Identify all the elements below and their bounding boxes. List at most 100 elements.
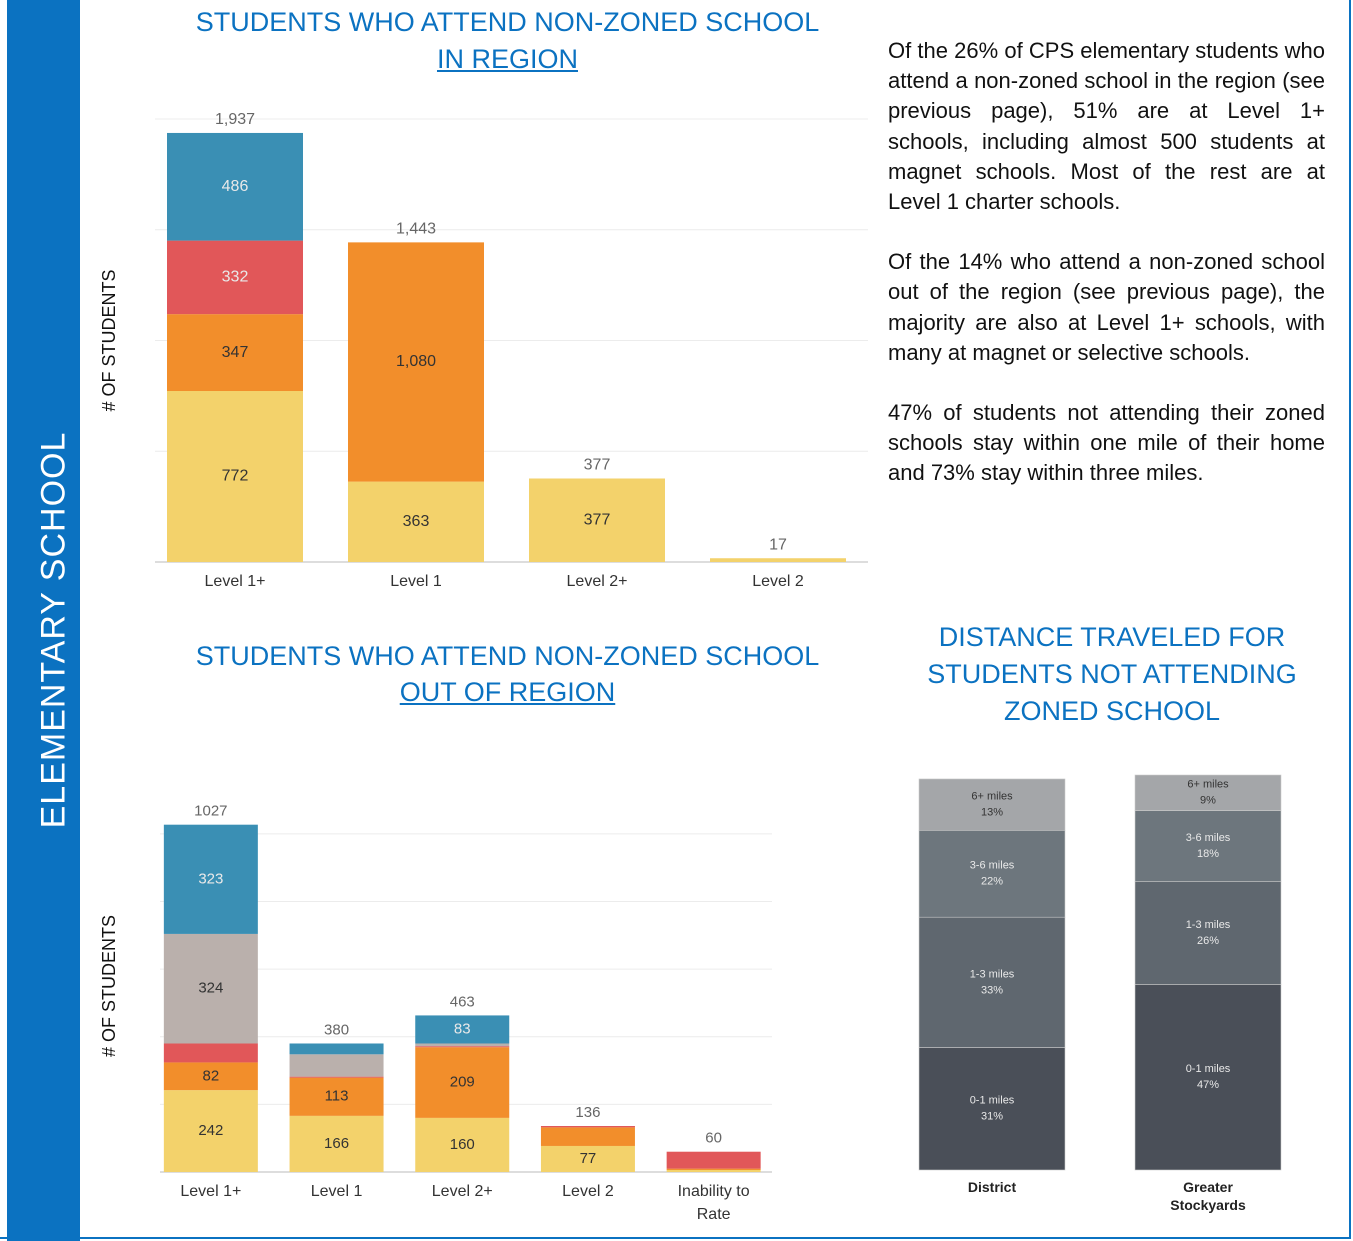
- total-label: 380: [324, 1021, 349, 1038]
- commentary: Of the 26% of CPS elementary students wh…: [888, 36, 1325, 519]
- bar-segment: [1134, 984, 1282, 1171]
- bar-segment: [540, 1126, 635, 1128]
- x-tick-label: Level 1+: [180, 1183, 242, 1200]
- x-tick-label: Level 2+: [566, 573, 628, 590]
- data-label: 22%: [981, 876, 1003, 888]
- data-label: 77: [580, 1150, 597, 1167]
- bar-segment: [289, 1077, 384, 1116]
- data-label: 13%: [981, 807, 1003, 819]
- paragraph: Of the 14% who attend a non-zoned school…: [888, 249, 1325, 365]
- chart-subtitle: OUT OF REGION: [399, 677, 616, 707]
- bar-segment: [918, 1047, 1066, 1171]
- bar-segment: [666, 1168, 761, 1170]
- bar-segment: [540, 1145, 635, 1172]
- bar-segment: [415, 1043, 510, 1047]
- total-label: 377: [584, 457, 611, 474]
- data-label: 772: [222, 468, 249, 485]
- total-label: 463: [450, 993, 475, 1010]
- data-label: 347: [222, 344, 249, 361]
- chart-title: STUDENTS WHO ATTEND NON-ZONED SCHOOL: [195, 7, 820, 37]
- data-label: 47%: [1197, 1079, 1219, 1091]
- chart-title: DISTANCE TRAVELED FOR STUDENTS NOT ATTEN…: [927, 622, 1297, 726]
- bar-segment: [289, 1054, 384, 1077]
- bar-segment: [289, 1115, 384, 1172]
- sidebar: ELEMENTARY SCHOOL: [7, 0, 80, 1241]
- data-label: 324: [198, 980, 223, 997]
- bar-segment: [666, 1169, 761, 1172]
- total-label: 1,937: [215, 111, 255, 128]
- data-label: 363: [403, 513, 430, 530]
- bar-segment: [918, 916, 1066, 1048]
- paragraph: Of the 26% of CPS elementary students wh…: [888, 38, 1325, 215]
- chart-subtitle: IN REGION: [436, 44, 578, 74]
- bar-segment: [1134, 774, 1282, 811]
- data-label: 209: [450, 1074, 475, 1091]
- segment-name: 1-3 miles: [970, 968, 1015, 980]
- data-label: 82: [203, 1067, 220, 1084]
- total-label: 1027: [194, 803, 227, 820]
- bar-segment: [167, 240, 303, 315]
- x-tick-label: District: [967, 1179, 1017, 1195]
- bar-segment: [163, 1043, 258, 1063]
- data-label: 1,080: [396, 353, 436, 370]
- bar-segment: [163, 824, 258, 934]
- data-label: 18%: [1197, 848, 1219, 860]
- x-tick-label: Greater Stockyards: [1170, 1179, 1246, 1213]
- bar-segment: [415, 1047, 510, 1118]
- bar-segment: [163, 933, 258, 1044]
- segment-name: 3-6 miles: [1186, 832, 1231, 844]
- bar-segment: [348, 242, 484, 482]
- data-label: 83: [454, 1020, 471, 1037]
- segment-name: 1-3 miles: [1186, 919, 1231, 931]
- paragraph: 47% of students not attending their zone…: [888, 400, 1325, 486]
- total-label: 136: [575, 1104, 600, 1121]
- total-label: 60: [705, 1130, 722, 1147]
- data-label: 31%: [981, 1111, 1003, 1123]
- bar-segment: [415, 1015, 510, 1044]
- x-tick-label: Level 1: [310, 1183, 363, 1200]
- x-tick-label: Level 1+: [204, 573, 266, 590]
- x-tick-label: Inability to Rate: [677, 1183, 750, 1223]
- bar-segment: [1134, 881, 1282, 985]
- bar-segment: [415, 1046, 510, 1048]
- x-tick-label: Level 2: [752, 573, 804, 590]
- data-label: 166: [324, 1135, 349, 1152]
- data-label: 113: [325, 1088, 349, 1105]
- bar-segment: [710, 558, 846, 562]
- segment-name: 0-1 miles: [970, 1095, 1015, 1107]
- bar-segment: [289, 1043, 384, 1055]
- x-tick-label: Level 2: [562, 1183, 614, 1200]
- segment-name: 3-6 miles: [970, 860, 1015, 872]
- bar-segment: [167, 132, 303, 241]
- total-label: 1,443: [396, 221, 436, 238]
- data-label: 377: [584, 511, 611, 528]
- bar-segment: [167, 314, 303, 392]
- bar-segment: [918, 778, 1066, 831]
- total-label: 17: [769, 536, 787, 553]
- data-label: 26%: [1197, 935, 1219, 947]
- segment-name: 0-1 miles: [1186, 1063, 1231, 1075]
- bar-segment: [666, 1151, 761, 1169]
- y-axis-label: # OF STUDENTS: [99, 915, 119, 1057]
- bar-segment: [348, 481, 484, 562]
- bar-segment: [163, 1062, 258, 1091]
- segment-name: 6+ miles: [1187, 779, 1229, 791]
- chart-title: STUDENTS WHO ATTEND NON-ZONED SCHOOL: [195, 641, 820, 671]
- data-label: 486: [222, 178, 249, 195]
- bar-segment: [167, 391, 303, 562]
- bar-segment: [289, 1076, 384, 1078]
- y-axis-label: # OF STUDENTS: [99, 269, 119, 411]
- data-label: 323: [198, 870, 223, 887]
- x-tick-label: Level 1: [390, 573, 442, 590]
- data-label: 9%: [1200, 795, 1216, 807]
- bar-segment: [415, 1117, 510, 1172]
- data-label: 242: [198, 1122, 223, 1139]
- bar-segment: [918, 829, 1066, 918]
- data-label: 160: [450, 1136, 475, 1153]
- data-label: 332: [222, 269, 249, 286]
- bar-segment: [163, 1090, 258, 1172]
- data-label: 33%: [981, 984, 1003, 996]
- x-tick-label: Level 2+: [431, 1183, 493, 1200]
